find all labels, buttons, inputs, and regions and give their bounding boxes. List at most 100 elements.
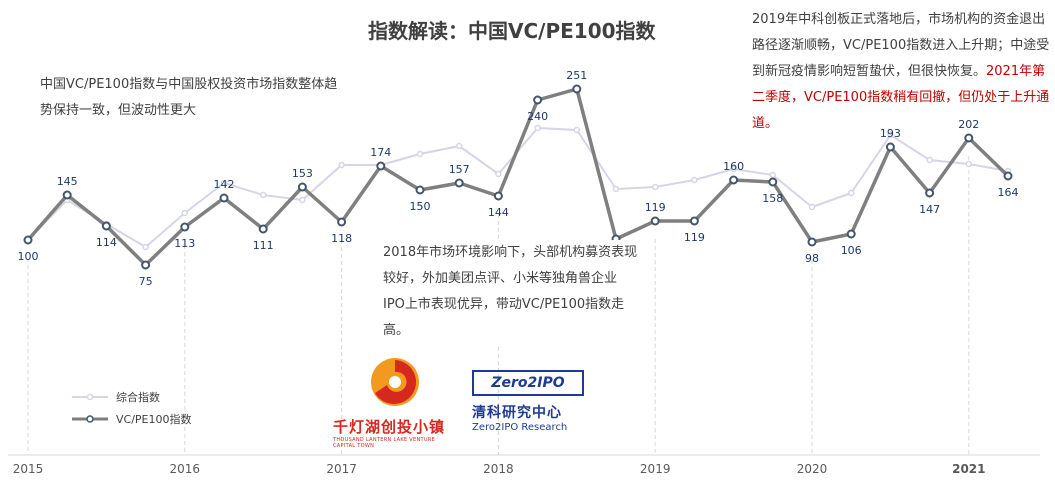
series-0-point (847, 189, 855, 197)
series-0-point (534, 124, 541, 132)
series-0-point (573, 126, 581, 134)
series-1-point (180, 222, 190, 232)
data-label: 174 (370, 146, 391, 159)
annotation-left: 中国VC/PE100指数与中国股权投资市场指数整体趋势保持一致，但波动性更大 (40, 77, 338, 118)
series-1-point (807, 237, 817, 247)
data-label: 147 (919, 203, 940, 216)
series-1-point (846, 229, 856, 239)
x-tick-label: 2017 (326, 462, 357, 476)
series-1-point (729, 175, 739, 185)
series-0-point (887, 131, 894, 139)
series-0-point (299, 196, 306, 204)
data-label: 114 (96, 236, 117, 249)
legend-item-vcpe: VC/PE100指数 (70, 408, 192, 430)
series-1-point (337, 217, 347, 227)
data-label: 98 (805, 252, 819, 265)
series-1-point (415, 185, 425, 195)
series-0-point (455, 142, 463, 150)
data-label: 145 (57, 175, 78, 188)
x-tick-label: 2016 (170, 462, 201, 476)
series-1-point (376, 161, 386, 171)
series-0-point (926, 156, 933, 164)
data-label: 157 (449, 163, 470, 176)
data-label: 158 (762, 192, 783, 205)
data-label: 100 (18, 250, 39, 263)
series-1-point (650, 216, 660, 226)
series-1-point (885, 142, 895, 152)
zero2ipo-cn-name: 清科研究中心 (472, 405, 562, 421)
x-tick-label: 2021 (952, 462, 985, 476)
series-0-point (730, 165, 737, 173)
series-1-point (62, 190, 72, 200)
data-label: 202 (958, 118, 979, 131)
series-1-point (258, 224, 268, 234)
series-0-point (691, 176, 698, 184)
series-1-point (141, 260, 151, 270)
qiandenghu-emblem-icon (371, 358, 419, 406)
series-1-point (533, 95, 543, 105)
legend-vcpe-label: VC/PE100指数 (116, 413, 192, 426)
series-1-point (768, 177, 778, 187)
legend-composite-label: 综合指数 (116, 391, 160, 404)
series-1-point (925, 188, 935, 198)
data-label: 150 (410, 200, 431, 213)
series-0-point (612, 185, 620, 193)
data-label: 113 (174, 237, 195, 250)
data-label: 118 (331, 232, 352, 245)
series-0-point (142, 243, 149, 251)
zero2ipo-mark: Zero2IPO (472, 370, 584, 396)
legend-vcpe-swatch (72, 415, 108, 423)
zero2ipo-logo: Zero2IPO 清科研究中心 Zero2IPO Research (472, 370, 592, 433)
qiandenghu-name: 千灯湖创投小镇 (333, 418, 446, 436)
series-1-point (964, 133, 974, 143)
data-label: 119 (645, 201, 666, 214)
series-line-1 (26, 87, 1010, 267)
annotation-2018: 2018年市场环境影响下，头部机构募资表现较好，外加美团点评、小米等独角兽企业I… (383, 240, 638, 344)
data-label: 142 (214, 178, 235, 191)
series-1-point (454, 178, 464, 188)
data-label: 160 (723, 160, 744, 173)
x-tick-label: 2019 (640, 462, 671, 476)
data-label: 111 (253, 239, 274, 252)
series-0-point (220, 179, 228, 187)
annotation-2019-2021: 2019年中科创板正式落地后，市场机构的资金退出路径逐渐顺畅，VC/PE100指… (752, 7, 1052, 137)
series-1-point (493, 191, 503, 201)
series-0-point (338, 161, 345, 169)
series-0-point (259, 191, 267, 199)
zero2ipo-en-name: Zero2IPO Research (472, 422, 568, 433)
data-label: 106 (841, 244, 862, 257)
data-label: 193 (880, 127, 901, 140)
series-1-point (689, 216, 699, 226)
series-0-point (651, 183, 659, 191)
qiandenghu-logo: 千灯湖创投小镇 THOUSAND LANTERN LAKE VENTURE CA… (333, 355, 453, 449)
x-tick-label: 2020 (797, 462, 828, 476)
series-1-point (23, 235, 33, 245)
series-0-point (808, 203, 816, 211)
x-tick-label: 2018 (483, 462, 514, 476)
series-1-point (101, 221, 111, 231)
series-0-point (769, 171, 777, 179)
series-0-point (965, 160, 973, 168)
x-tick-label: 2015 (13, 462, 44, 476)
legend-item-composite: 综合指数 (70, 386, 192, 408)
series-0-point (495, 170, 502, 178)
data-label: 164 (998, 186, 1019, 199)
annotation-2019-text: 2019年中科创板正式落地后，市场机构的资金退出路径逐渐顺畅，VC/PE100指… (752, 12, 1050, 79)
legend-composite-swatch (72, 393, 108, 401)
series-1-point (297, 182, 307, 192)
chart-legend: 综合指数 VC/PE100指数 (70, 386, 192, 430)
data-label: 75 (139, 275, 153, 288)
series-1-point (1003, 171, 1013, 181)
data-label: 251 (566, 69, 587, 82)
data-label: 119 (684, 231, 705, 244)
qiandenghu-subtitle: THOUSAND LANTERN LAKE VENTURE CAPITAL TO… (333, 437, 436, 449)
data-label: 153 (292, 167, 313, 180)
series-0-point (416, 150, 424, 158)
annotation-2021-text: 2021年第二季度，VC/PE100指数稍有回撤，但仍处于上升通道。 (752, 64, 1050, 131)
series-1-point (572, 84, 582, 94)
data-label: 144 (488, 206, 509, 219)
chart-title: 指数解读：中国VC/PE100指数 (368, 19, 656, 43)
series-0-point (181, 209, 189, 217)
series-1-point (219, 193, 229, 203)
